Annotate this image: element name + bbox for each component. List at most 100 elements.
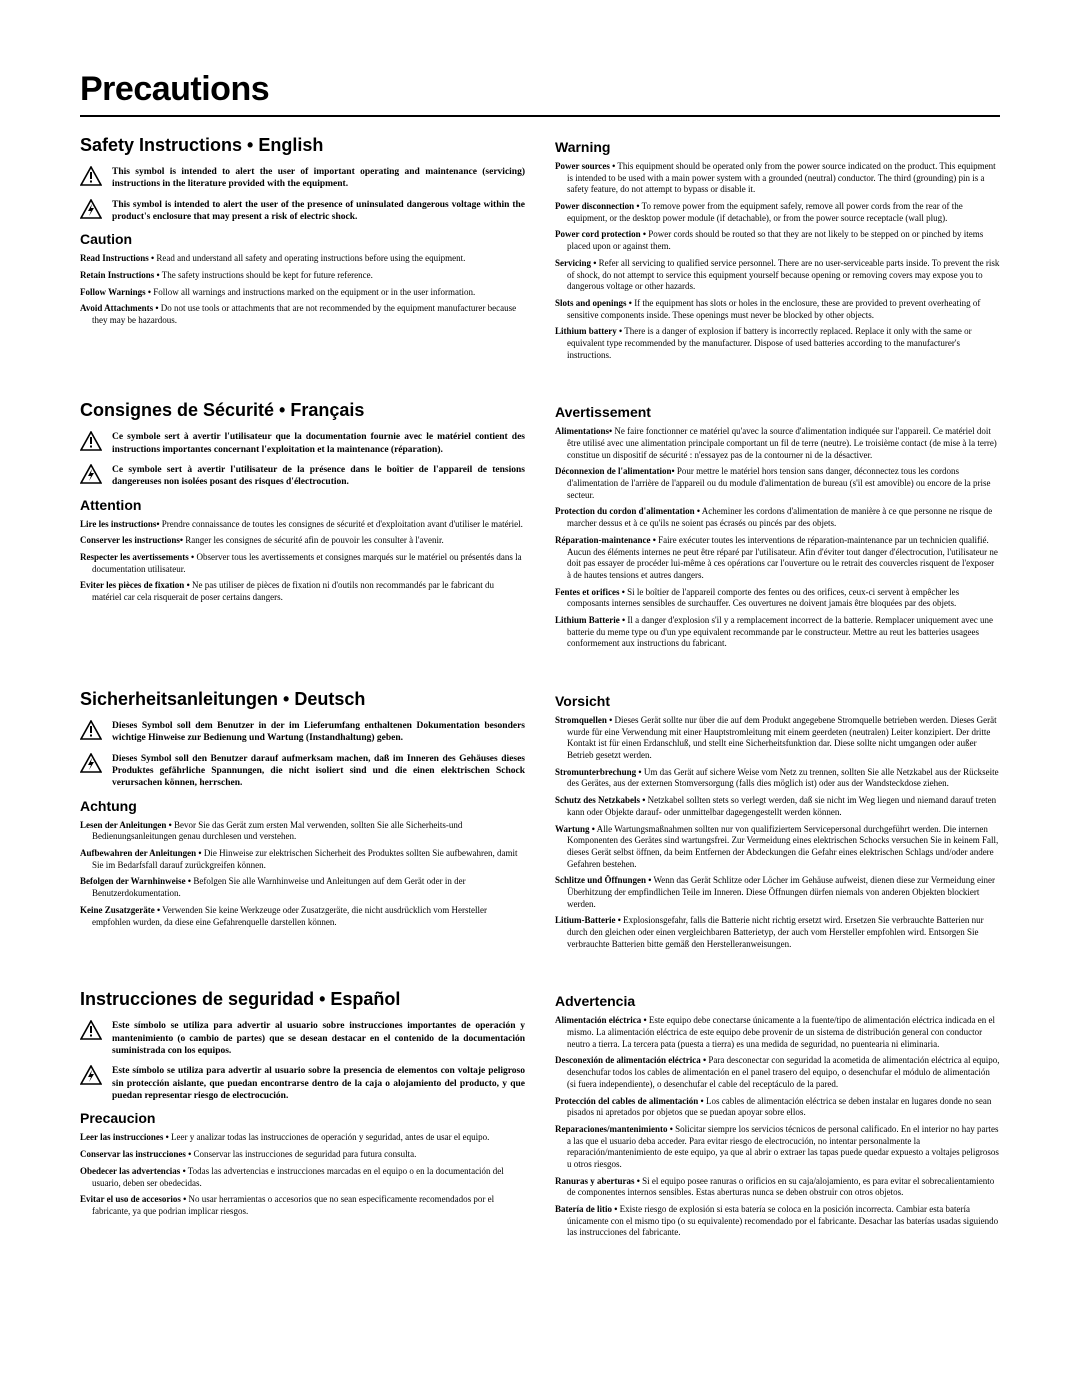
warning-item-lead: Déconnexion de l'alimentation•	[555, 466, 675, 476]
warning-item: Desconexión de alimentación eléctrica • …	[555, 1055, 1000, 1090]
page-title: Precautions	[80, 70, 1000, 117]
symbol-note: Ce symbole sert à avertir l'utilisateur …	[80, 464, 525, 489]
caution-item: Avoid Attachments • Do not use tools or …	[80, 303, 525, 326]
caution-item-body: Conservar las instrucciones de seguridad…	[191, 1149, 416, 1159]
caution-item: Befolgen der Warnhinweise • Befolgen Sie…	[80, 876, 525, 899]
caution-item: Lire les instructions• Prendre connaissa…	[80, 519, 525, 531]
caution-item: Keine Zusatzgeräte • Verwenden Sie keine…	[80, 905, 525, 928]
caution-item: Obedecer las advertencias • Todas las ad…	[80, 1166, 525, 1189]
symbol-note-text: This symbol is intended to alert the use…	[112, 199, 525, 224]
caution-item: Evitar el uso de accesorios • No usar he…	[80, 1194, 525, 1217]
warning-lightning-icon	[80, 753, 102, 773]
warning-lightning-icon	[80, 199, 102, 219]
warning-item: Protección del cables de alimentación • …	[555, 1096, 1000, 1119]
caution-item-body: Ranger les consignes de sécurité afin de…	[183, 535, 444, 545]
language-title: Consignes de Sécurité • Français	[80, 400, 525, 421]
warning-item-body: Dieses Gerät sollte nur über die auf dem…	[567, 715, 997, 760]
warning-item-lead: Stromquellen •	[555, 715, 612, 725]
warning-item: Reparaciones/mantenimiento • Solicitar s…	[555, 1124, 1000, 1171]
caution-item-body: Prendre connaissance de toutes les consi…	[159, 519, 522, 529]
caution-item: Aufbewahren der Anleitungen • Die Hinwei…	[80, 848, 525, 871]
caution-item-lead: Conservar las instrucciones •	[80, 1149, 191, 1159]
caution-item-lead: Leer las instrucciones •	[80, 1132, 169, 1142]
warning-item-lead: Lithium battery •	[555, 326, 622, 336]
caution-item-body: The safety instructions should be kept f…	[160, 270, 373, 280]
warning-item-lead: Alimentación eléctrica •	[555, 1015, 647, 1025]
caution-item-lead: Avoid Attachments •	[80, 303, 158, 313]
language-section: Consignes de Sécurité • Français Ce symbo…	[80, 400, 1000, 655]
language-title: Safety Instructions • English	[80, 135, 525, 156]
caution-item: Read Instructions • Read and understand …	[80, 253, 525, 265]
language-section: Sicherheitsanleitungen • Deutsch Dieses S…	[80, 689, 1000, 955]
caution-item-lead: Eviter les pièces de fixation •	[80, 580, 190, 590]
language-section: Safety Instructions • English This symbol…	[80, 135, 1000, 366]
warning-item-body: Si le boîtier de l'appareil comporte des…	[567, 587, 959, 609]
warning-item-lead: Power disconnection •	[555, 201, 639, 211]
symbol-note-text: Ce symbole sert à avertir l'utilisateur …	[112, 431, 525, 456]
caution-item: Follow Warnings • Follow all warnings an…	[80, 287, 525, 299]
warning-item-lead: Slots and openings •	[555, 298, 632, 308]
caution-item-lead: Befolgen der Warnhinweise •	[80, 876, 191, 886]
warning-item-lead: Alimentations•	[555, 426, 612, 436]
warning-item: Ranuras y aberturas • Si el equipo posee…	[555, 1176, 1000, 1199]
warning-item-lead: Schlitze und Öffnungen •	[555, 875, 651, 885]
warning-item-body: Explosionsgefahr, falls die Batterie nic…	[567, 915, 984, 948]
symbol-note: This symbol is intended to alert the use…	[80, 166, 525, 191]
warning-item: Wartung • Alle Wartungsmaßnahmen sollten…	[555, 824, 1000, 871]
warning-item-lead: Lithium Batterie •	[555, 615, 625, 625]
symbol-note-text: Este símbolo se utiliza para advertir al…	[112, 1065, 525, 1102]
warning-item-lead: Réparation-maintenance •	[555, 535, 656, 545]
warning-item-lead: Power cord protection •	[555, 229, 646, 239]
symbol-note: Dieses Symbol soll dem Benutzer in der i…	[80, 720, 525, 745]
caution-item-lead: Lire les instructions•	[80, 519, 159, 529]
warning-lightning-icon	[80, 1065, 102, 1085]
symbol-note-text: This symbol is intended to alert the use…	[112, 166, 525, 191]
warning-item-lead: Protección del cables de alimentación •	[555, 1096, 704, 1106]
warning-item-body: There is a danger of explosion if batter…	[567, 326, 972, 359]
warning-item: Power disconnection • To remove power fr…	[555, 201, 1000, 224]
language-title: Sicherheitsanleitungen • Deutsch	[80, 689, 525, 710]
warning-item: Schutz des Netzkabels • Netzkabel sollte…	[555, 795, 1000, 818]
warning-item: Power cord protection • Power cords shou…	[555, 229, 1000, 252]
warning-item: Alimentations• Ne faire fonctionner ce m…	[555, 426, 1000, 461]
caution-item: Conserver les instructions• Ranger les c…	[80, 535, 525, 547]
warning-item-lead: Power sources •	[555, 161, 615, 171]
warning-item-lead: Fentes et orifices •	[555, 587, 625, 597]
caution-item-lead: Conserver les instructions•	[80, 535, 183, 545]
caution-heading: Caution	[80, 231, 525, 247]
warning-exclamation-icon	[80, 720, 102, 740]
caution-item: Leer las instrucciones • Leer y analizar…	[80, 1132, 525, 1144]
warning-item-lead: Servicing •	[555, 258, 596, 268]
symbol-note: Dieses Symbol soll den Benutzer darauf a…	[80, 753, 525, 790]
warning-heading: Advertencia	[555, 993, 1000, 1009]
caution-item-lead: Aufbewahren der Anleitungen •	[80, 848, 202, 858]
symbol-note-text: Dieses Symbol soll den Benutzer darauf a…	[112, 753, 525, 790]
caution-item-lead: Obedecer las advertencias •	[80, 1166, 186, 1176]
caution-item-lead: Lesen der Anleitungen •	[80, 820, 172, 830]
warning-heading: Warning	[555, 139, 1000, 155]
warning-item-lead: Ranuras y aberturas •	[555, 1176, 640, 1186]
warning-item-body: This equipment should be operated only f…	[567, 161, 996, 194]
caution-item-lead: Follow Warnings •	[80, 287, 151, 297]
caution-item-lead: Respecter les avertissements •	[80, 552, 194, 562]
warning-item-lead: Reparaciones/mantenimiento •	[555, 1124, 673, 1134]
warning-item: Stromunterbrechung • Um das Gerät auf si…	[555, 767, 1000, 790]
warning-item: Power sources • This equipment should be…	[555, 161, 1000, 196]
warning-item: Réparation-maintenance • Faire exécuter …	[555, 535, 1000, 582]
warning-item-body: Existe riesgo de explosión si esta bater…	[567, 1204, 998, 1237]
symbol-note-text: Dieses Symbol soll dem Benutzer in der i…	[112, 720, 525, 745]
symbol-note: Este símbolo se utiliza para advertir al…	[80, 1020, 525, 1057]
warning-exclamation-icon	[80, 1020, 102, 1040]
warning-item-lead: Litium-Batterie •	[555, 915, 621, 925]
caution-heading: Precaucion	[80, 1110, 525, 1126]
caution-item-body: Follow all warnings and instructions mar…	[151, 287, 475, 297]
symbol-note: This symbol is intended to alert the use…	[80, 199, 525, 224]
symbol-note-text: Ce symbole sert à avertir l'utilisateur …	[112, 464, 525, 489]
caution-item-lead: Retain Instructions •	[80, 270, 160, 280]
warning-item-body: Refer all servicing to qualified service…	[567, 258, 999, 291]
warning-item: Slots and openings • If the equipment ha…	[555, 298, 1000, 321]
warning-heading: Avertissement	[555, 404, 1000, 420]
warning-exclamation-icon	[80, 166, 102, 186]
warning-item-body: Il a danger d'explosion s'il y a remplac…	[567, 615, 993, 648]
warning-item-lead: Stromunterbrechung •	[555, 767, 642, 777]
